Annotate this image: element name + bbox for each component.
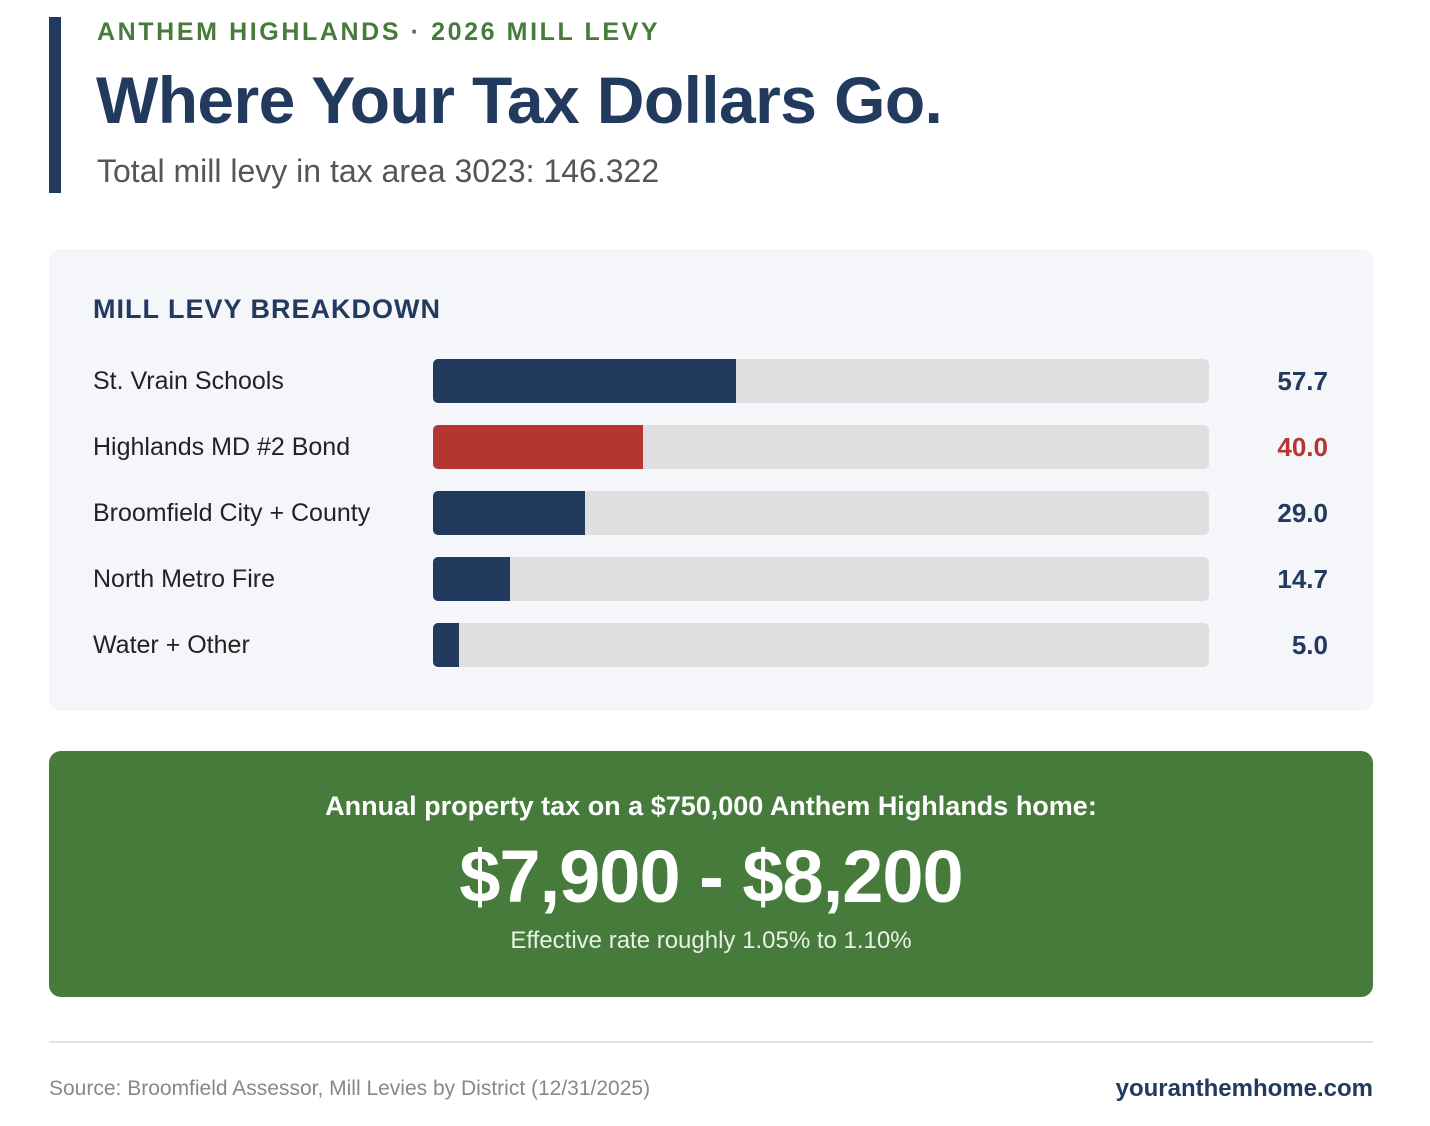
- bar-label: North Metro Fire: [93, 565, 275, 593]
- bar-track: [433, 359, 1209, 403]
- callout-amount: $7,900 - $8,200: [459, 835, 963, 918]
- source-note: Source: Broomfield Assessor, Mill Levies…: [49, 1077, 651, 1100]
- bar-label: Broomfield City + County: [93, 499, 371, 527]
- page-subtitle: Total mill levy in tax area 3023: 146.32…: [97, 153, 660, 189]
- bar-track: [433, 491, 1209, 535]
- bar-label: St. Vrain Schools: [93, 367, 284, 395]
- bar-label: Water + Other: [93, 631, 250, 659]
- header-accent-bar: [49, 17, 61, 193]
- bar-value-label: 29.0: [1277, 498, 1328, 528]
- bar-value-label: 40.0: [1277, 432, 1328, 462]
- bar: [433, 491, 586, 535]
- bar-track: [433, 425, 1209, 469]
- bar: [433, 425, 643, 469]
- bar-track: [433, 557, 1209, 601]
- callout-label: Annual property tax on a $750,000 Anthem…: [325, 791, 1097, 821]
- bar-value-label: 14.7: [1277, 564, 1328, 594]
- bar-label: Highlands MD #2 Bond: [93, 433, 351, 461]
- tax-estimate-callout: Annual property tax on a $750,000 Anthem…: [49, 751, 1373, 997]
- bar-value-label: 57.7: [1277, 366, 1328, 396]
- bar-value-label: 5.0: [1291, 630, 1328, 660]
- bar-track: [433, 623, 1209, 667]
- header-eyebrow: ANTHEM HIGHLANDS · 2026 MILL LEVY: [97, 18, 661, 46]
- bar: [433, 557, 511, 601]
- footer-divider: [49, 1041, 1373, 1043]
- callout-note: Effective rate roughly 1.05% to 1.10%: [510, 927, 912, 954]
- bar: [433, 359, 736, 403]
- website-link[interactable]: youranthemhome.com: [1115, 1075, 1373, 1102]
- bar: [433, 623, 460, 667]
- page-title: Where Your Tax Dollars Go.: [96, 63, 943, 137]
- chart-title: MILL LEVY BREAKDOWN: [93, 294, 442, 324]
